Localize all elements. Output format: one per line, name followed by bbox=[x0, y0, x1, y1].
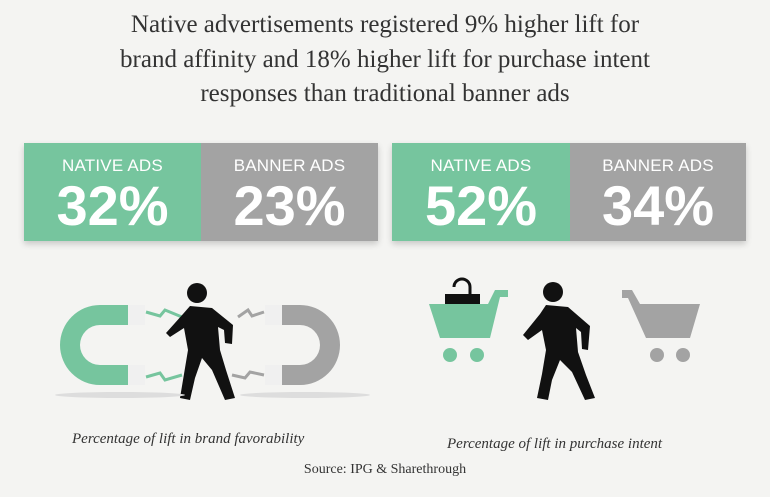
brand-stat-panel: NATIVE ADS 32% BANNER ADS 23% bbox=[24, 143, 378, 241]
purchase-native-cell: NATIVE ADS 52% bbox=[392, 143, 570, 241]
purchase-illustration bbox=[429, 277, 700, 400]
purchase-stat-panel: NATIVE ADS 52% BANNER ADS 34% bbox=[392, 143, 746, 241]
brand-native-cell: NATIVE ADS 32% bbox=[24, 143, 201, 241]
brand-banner-cell: BANNER ADS 23% bbox=[201, 143, 378, 241]
brand-native-value: 32% bbox=[56, 174, 169, 237]
purchase-native-label: NATIVE ADS bbox=[430, 156, 532, 175]
headline: Native advertisements registered 9% high… bbox=[0, 8, 770, 112]
purchase-banner-label: BANNER ADS bbox=[602, 156, 714, 175]
walking-person-icon bbox=[166, 283, 235, 400]
magnet-icon-native bbox=[60, 305, 145, 385]
shopping-cart-with-bag-icon bbox=[429, 277, 508, 362]
headline-line-3: responses than traditional banner ads bbox=[200, 80, 570, 107]
purchase-native-value: 52% bbox=[424, 174, 538, 237]
brand-banner-label: BANNER ADS bbox=[233, 156, 346, 175]
source-note: Source: IPG & Sharethrough bbox=[303, 462, 467, 477]
spark-icons bbox=[145, 307, 265, 382]
purchase-banner-value: 34% bbox=[601, 174, 715, 237]
magnet-icon-banner bbox=[265, 305, 340, 385]
brand-native-label: NATIVE ADS bbox=[62, 156, 163, 175]
headline-line-1: Native advertisements registered 9% high… bbox=[130, 11, 640, 38]
purchase-banner-cell: BANNER ADS 34% bbox=[570, 143, 746, 241]
brand-banner-value: 23% bbox=[233, 174, 346, 237]
brand-illustration bbox=[55, 283, 370, 400]
headline-line-2: brand affinity and 18% higher lift for p… bbox=[120, 45, 650, 73]
shopping-cart-empty-icon bbox=[622, 290, 700, 362]
purchase-caption: Percentage of lift in purchase intent bbox=[447, 436, 663, 452]
brand-caption: Percentage of lift in brand favorability bbox=[72, 431, 305, 447]
walking-person-icon bbox=[523, 282, 595, 400]
